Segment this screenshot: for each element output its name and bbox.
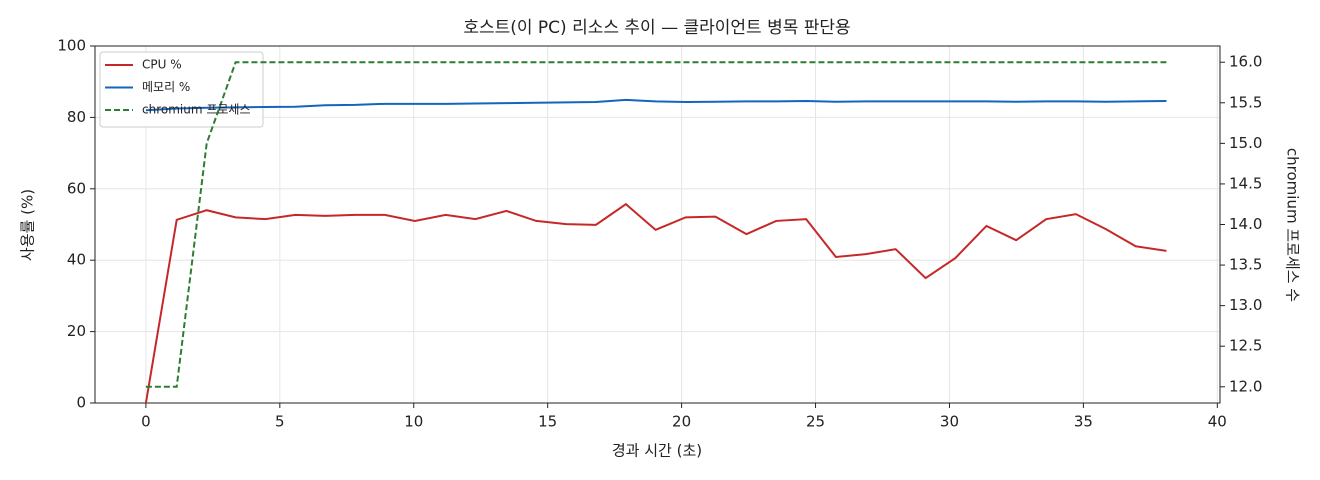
legend-label: 메모리 %: [142, 80, 190, 94]
y-tick-label: 20: [67, 322, 86, 340]
legend-label: chromium 프로세스: [142, 103, 251, 117]
plot-frame: [94, 45, 1221, 404]
x-tick-label: 25: [806, 413, 825, 431]
y-tick-label: 0: [76, 394, 86, 412]
x-axis-label: 경과 시간 (초): [612, 442, 702, 460]
y-tick-label: 80: [67, 108, 86, 126]
y-tick-label: 40: [67, 251, 86, 269]
y2-tick-label: 15.0: [1229, 134, 1262, 152]
chart-title: 호스트(이 PC) 리소스 추이 — 클라이언트 병목 판단용: [463, 18, 850, 38]
y2-tick-label: 13.5: [1229, 256, 1262, 274]
y-tick-label: 60: [67, 179, 86, 197]
legend-label: CPU %: [142, 58, 182, 72]
series-line: [145, 98, 1167, 112]
y2-tick-label: 12.5: [1229, 337, 1262, 355]
y-axis-label: 사용률 (%): [19, 189, 37, 261]
x-tick-label: 0: [141, 413, 151, 431]
y2-tick-label: 14.0: [1229, 215, 1262, 233]
x-tick-label: 15: [538, 413, 557, 431]
x-tick-label: 10: [404, 413, 423, 431]
y2-tick-label: 12.0: [1229, 377, 1262, 395]
y2-tick-label: 14.5: [1229, 174, 1262, 192]
y2-tick-label: 13.0: [1229, 296, 1262, 314]
y2-tick-label: 16.0: [1229, 53, 1262, 71]
x-tick-label: 40: [1208, 413, 1227, 431]
y2-tick-label: 15.5: [1229, 93, 1262, 111]
series-line: [144, 202, 1167, 404]
x-tick-label: 35: [1074, 413, 1093, 431]
x-tick-label: 30: [940, 413, 959, 431]
x-tick-label: 20: [672, 413, 691, 431]
y2-axis-label: chromium 프로세스 수: [1284, 148, 1302, 302]
x-tick-label: 5: [275, 413, 285, 431]
y-tick-label: 100: [57, 37, 86, 55]
series-line: [145, 61, 1167, 388]
